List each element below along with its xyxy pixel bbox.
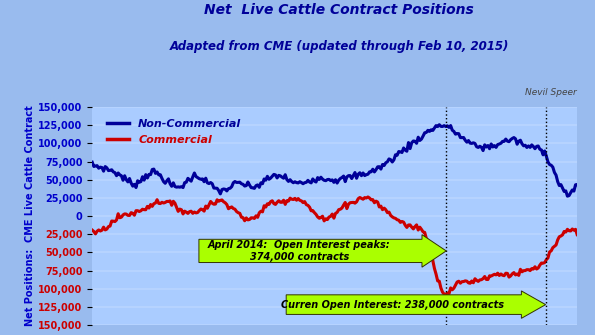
Text: Net  Live Cattle Contract Positions: Net Live Cattle Contract Positions <box>204 3 474 17</box>
Text: April 2014:  Open Interest peaks:
374,000 contracts: April 2014: Open Interest peaks: 374,000… <box>208 240 390 262</box>
FancyArrow shape <box>286 291 546 318</box>
Y-axis label: Net Positions:  CME Live Cattle Contract: Net Positions: CME Live Cattle Contract <box>26 106 36 326</box>
Text: Curren Open Interest: 238,000 contracts: Curren Open Interest: 238,000 contracts <box>280 299 503 310</box>
Text: Nevil Speer: Nevil Speer <box>525 88 577 97</box>
Legend: Non-Commercial, Commercial: Non-Commercial, Commercial <box>102 115 246 149</box>
Text: Adapted from CME (updated through Feb 10, 2015): Adapted from CME (updated through Feb 10… <box>170 40 509 53</box>
FancyArrow shape <box>199 234 446 267</box>
